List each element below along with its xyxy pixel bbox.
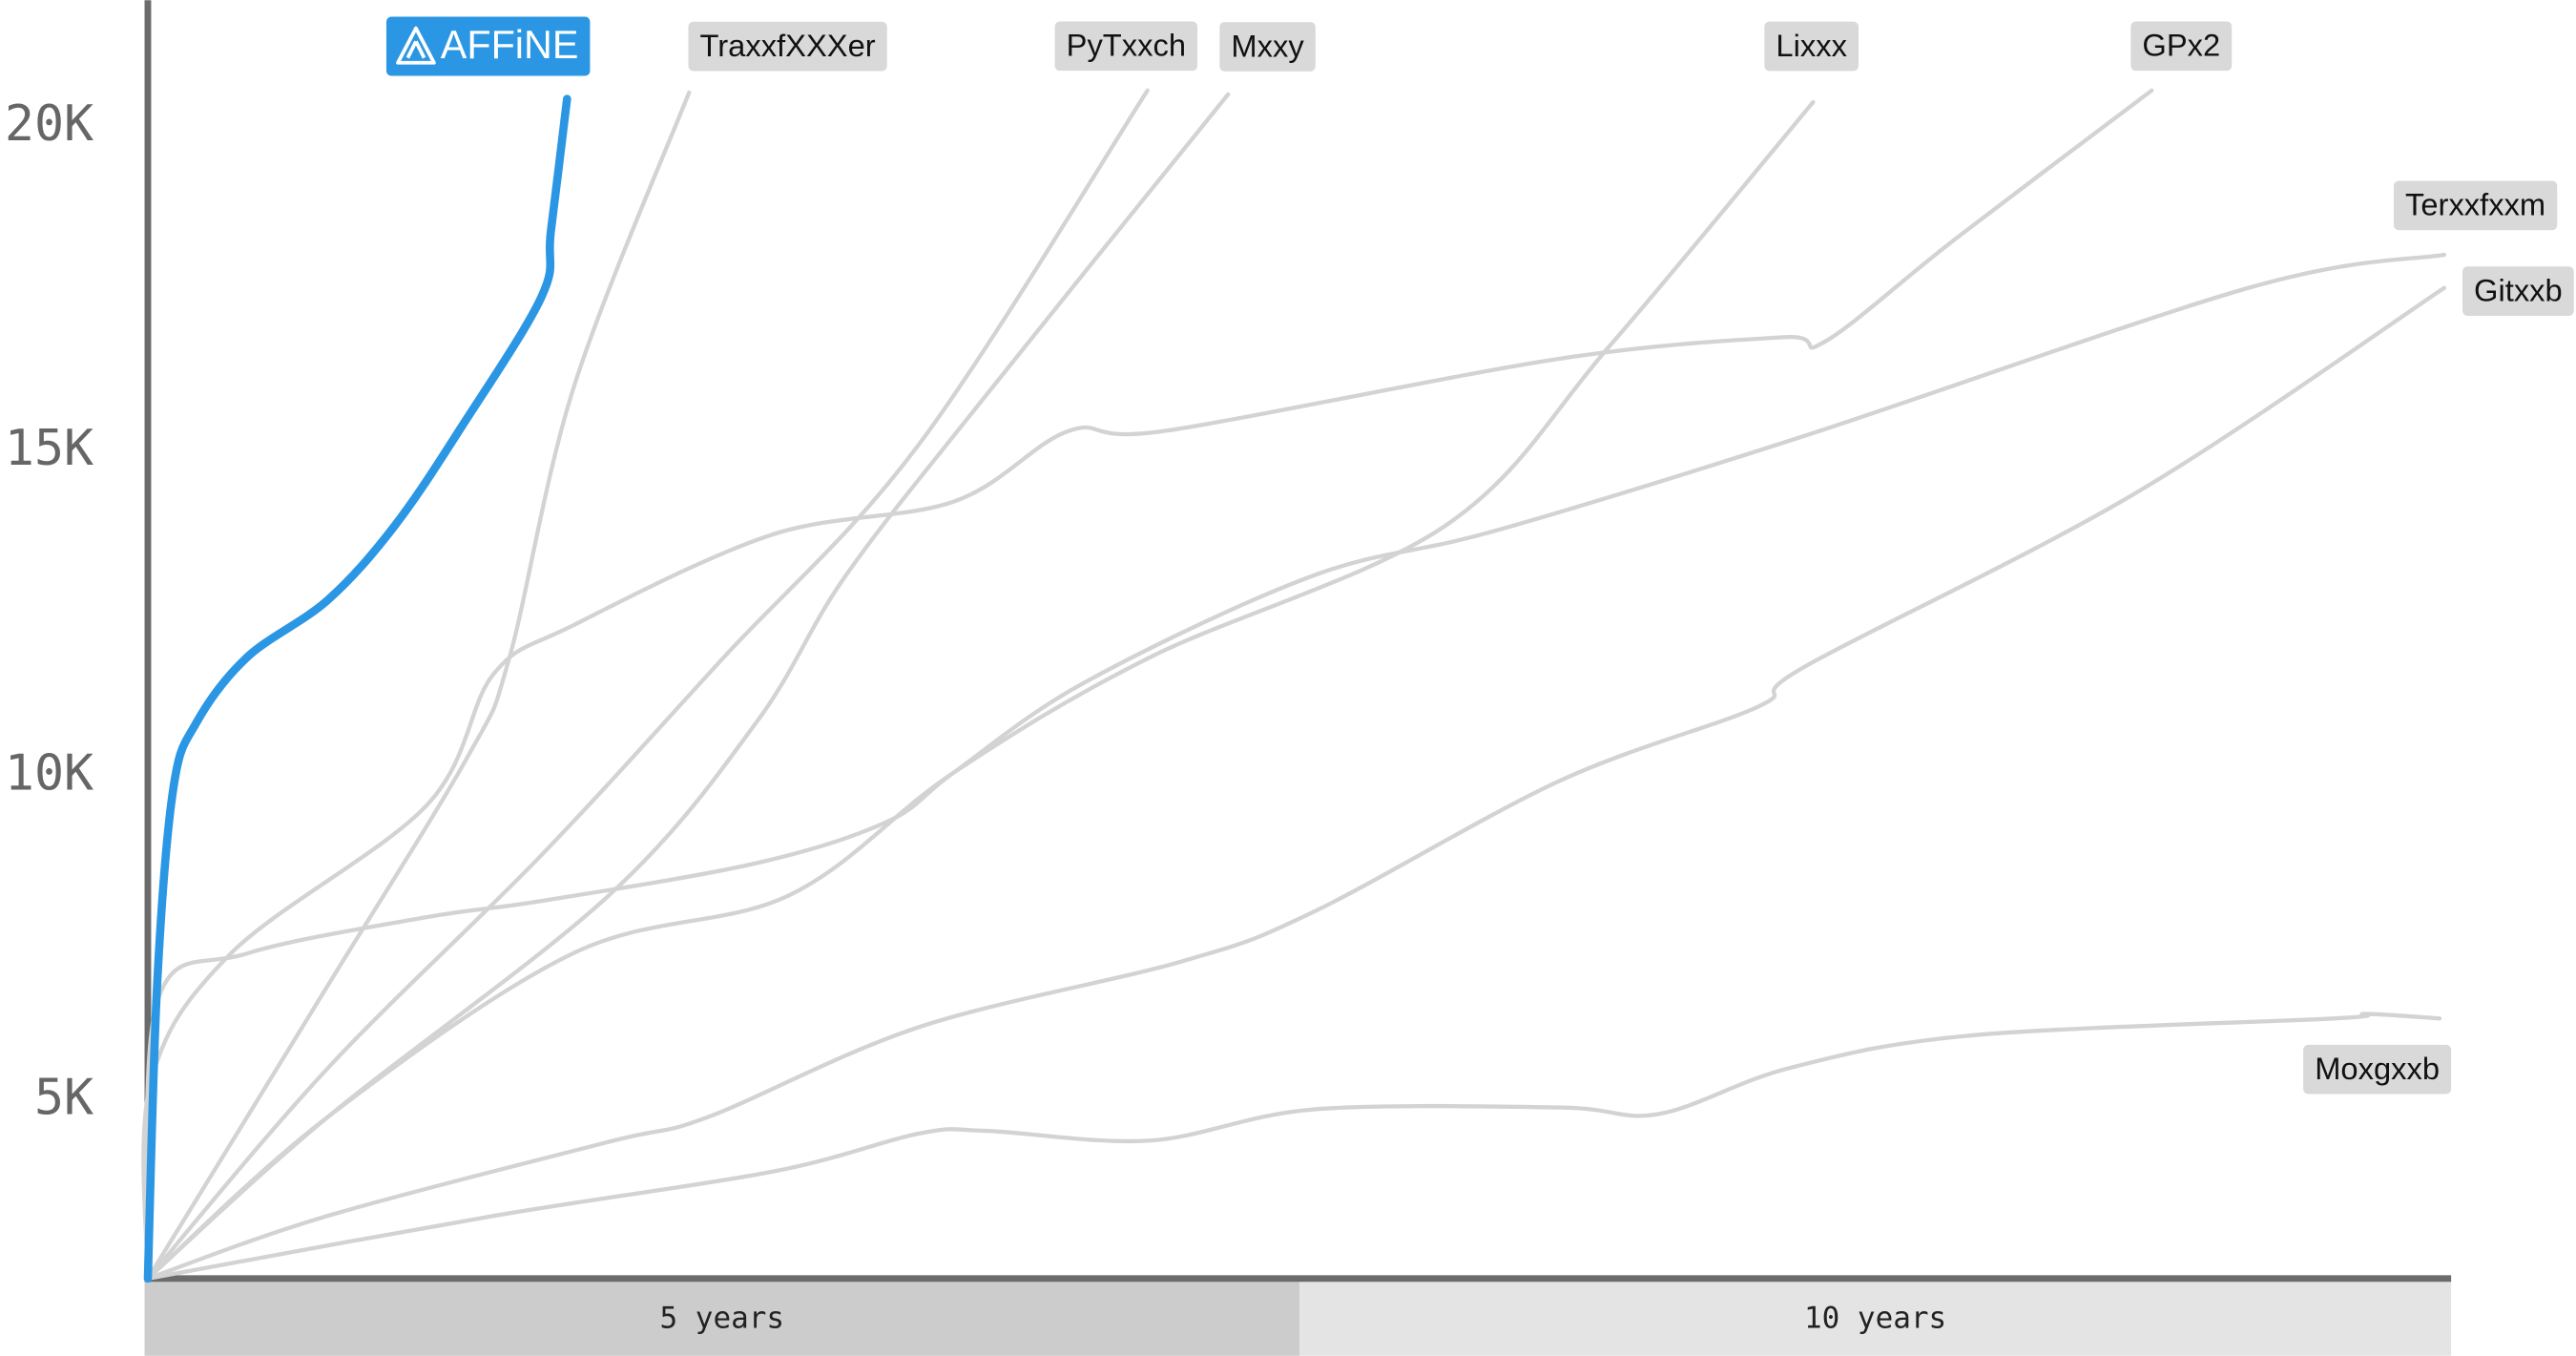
series-label-box: [688, 21, 887, 72]
series-line: [145, 88, 1150, 1282]
series-label-box: [2130, 21, 2233, 72]
series-label: TraxxfXXXer: [688, 21, 887, 72]
series-label-text: Moxgxxb: [2315, 1051, 2440, 1086]
series-label: AFFiNE: [385, 16, 591, 76]
series-line: [145, 90, 692, 1282]
series-line: [145, 92, 1231, 1282]
x-tick-label: 5 years: [659, 1301, 784, 1335]
series-label: Lixxx: [1764, 21, 1859, 72]
series-label: PyTxxch: [1054, 21, 1198, 72]
series-line: [145, 1012, 2442, 1282]
series-label-text: GPx2: [2142, 28, 2220, 63]
series-label-text: AFFiNE: [441, 23, 579, 67]
series-label: Terxxfxxm: [2393, 180, 2558, 231]
series-label-text: Gitxxb: [2474, 272, 2563, 307]
series-label-box: [2303, 1044, 2452, 1095]
series-line: [143, 94, 571, 1283]
series-label: GPx2: [2130, 21, 2233, 72]
series-label-text: Lixxx: [1776, 28, 1847, 63]
series-label: Gitxxb: [2462, 266, 2574, 316]
y-tick-label: 20K: [5, 95, 93, 153]
x-band: [1299, 1278, 2452, 1356]
series-line: [145, 99, 1816, 1282]
series-label-text: Mxxy: [1231, 28, 1304, 63]
series-label-box: [1764, 21, 1859, 72]
series-line: [141, 88, 2154, 1282]
logo-icon: [396, 26, 436, 65]
y-tick-label: 15K: [5, 420, 93, 477]
series-label-text: PyTxxch: [1067, 28, 1186, 63]
series-label-text: Terxxfxxm: [2405, 187, 2545, 222]
y-tick-label: 5K: [34, 1070, 93, 1127]
series-label-box: [1054, 21, 1198, 72]
series-label-text: TraxxfXXXer: [700, 28, 876, 63]
series-label-box: [385, 16, 591, 76]
series-label-box: [1219, 22, 1316, 72]
y-tick-label: 10K: [5, 744, 93, 802]
series-line: [144, 252, 2447, 1282]
series-line: [145, 285, 2447, 1282]
x-tick-label: 10 years: [1804, 1301, 1946, 1335]
x-band: [144, 1278, 1300, 1356]
series-label-box: [2393, 180, 2558, 231]
series-label: Moxgxxb: [2303, 1044, 2452, 1095]
series-label-box: [2462, 266, 2574, 316]
series-label: Mxxy: [1219, 22, 1316, 72]
